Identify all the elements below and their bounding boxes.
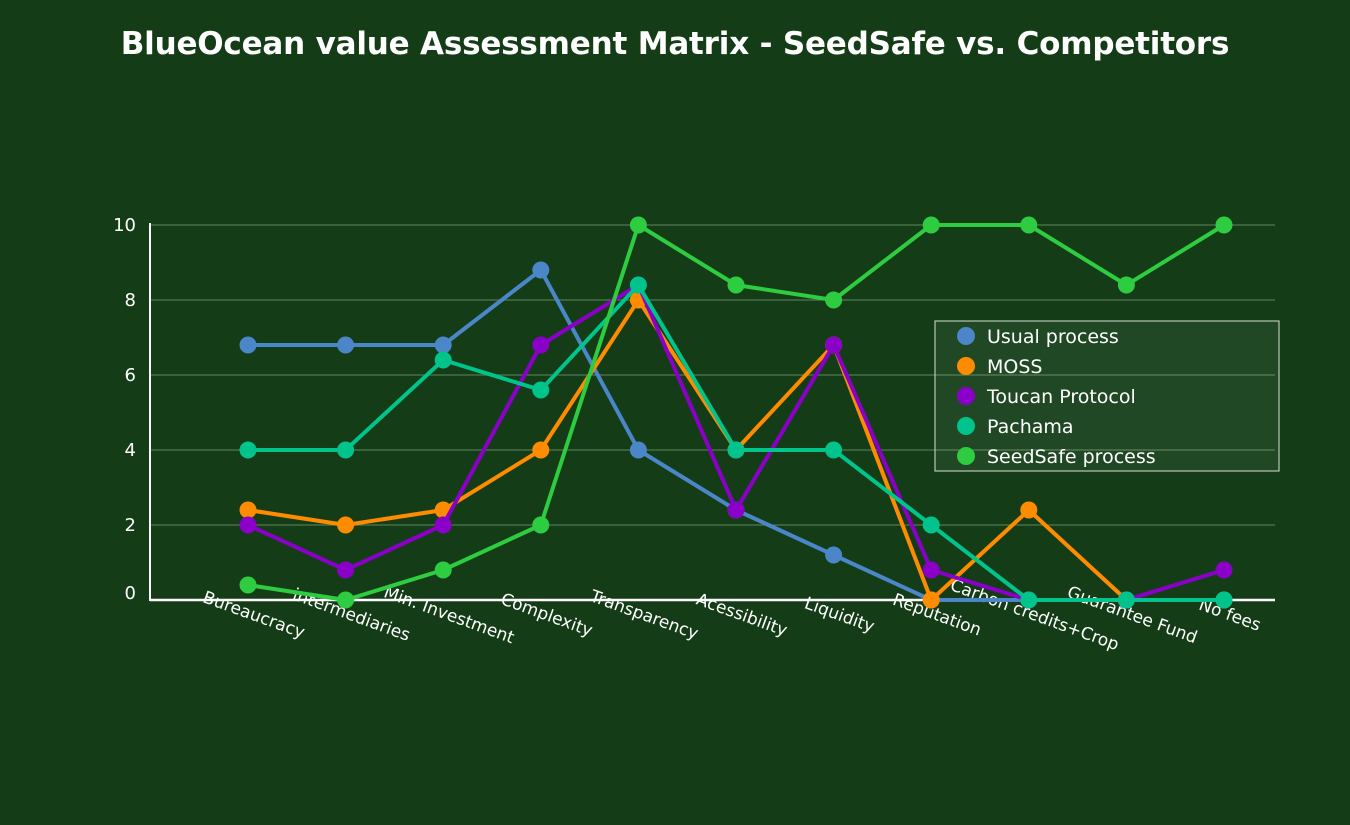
x-tick: Acessibility	[694, 590, 790, 641]
data-point	[532, 261, 550, 279]
data-point	[727, 441, 745, 459]
y-tick-label: 4	[125, 440, 136, 461]
data-point	[629, 276, 647, 294]
x-tick-label: Carbon credits+Crop	[947, 575, 1121, 655]
x-tick: Transparency	[586, 586, 700, 644]
data-point	[922, 561, 940, 579]
data-point	[825, 546, 843, 564]
legend-marker	[957, 327, 975, 345]
data-point	[1117, 591, 1135, 609]
data-point	[727, 501, 745, 519]
x-tick: Carbon credits+Crop	[947, 575, 1121, 655]
legend-item: MOSS	[957, 356, 1042, 378]
x-tick-label: Transparency	[586, 586, 700, 644]
legend-item: Usual process	[957, 326, 1119, 348]
data-point	[532, 516, 550, 534]
data-point	[532, 381, 550, 399]
data-point	[825, 291, 843, 309]
data-point	[239, 501, 257, 519]
series-lines	[239, 216, 1233, 609]
y-tick-labels: 0 2 4 6 8 10	[113, 215, 136, 604]
data-point	[1215, 561, 1233, 579]
legend-item: SeedSafe process	[957, 446, 1156, 468]
data-point	[1020, 216, 1038, 234]
legend-marker	[957, 447, 975, 465]
data-point	[434, 516, 452, 534]
y-tick-label: 10	[113, 215, 136, 236]
legend-marker	[957, 417, 975, 435]
data-point	[337, 516, 355, 534]
y-tick-label: 6	[125, 365, 136, 386]
legend-label: SeedSafe process	[987, 446, 1156, 468]
data-point	[337, 591, 355, 609]
legend-marker	[957, 387, 975, 405]
data-point	[434, 336, 452, 354]
legend: Usual process MOSS Toucan Protocol Pachama S…	[934, 320, 1280, 472]
legend-label: Toucan Protocol	[986, 386, 1136, 408]
data-point	[1215, 591, 1233, 609]
data-point	[239, 576, 257, 594]
data-point	[434, 561, 452, 579]
data-point	[239, 441, 257, 459]
data-point	[825, 441, 843, 459]
data-point	[337, 441, 355, 459]
data-point	[629, 216, 647, 234]
legend-label: Usual process	[987, 326, 1119, 348]
chart-title: BlueOcean value Assessment Matrix - Seed…	[120, 26, 1230, 62]
data-point	[532, 441, 550, 459]
data-point	[434, 351, 452, 369]
data-point	[1020, 501, 1038, 519]
data-point	[239, 336, 257, 354]
data-point	[922, 591, 940, 609]
x-tick-label: Acessibility	[694, 590, 790, 641]
data-point	[532, 336, 550, 354]
x-tick-label: Bureaucracy	[200, 588, 307, 643]
data-point	[727, 276, 745, 294]
data-point	[629, 441, 647, 459]
data-point	[922, 516, 940, 534]
data-point	[1020, 591, 1038, 609]
series-seedsafe-process	[239, 216, 1233, 609]
y-tick-label: 8	[125, 290, 136, 311]
series-pachama	[239, 276, 1233, 609]
x-tick: Bureaucracy	[200, 588, 307, 643]
legend-item: Pachama	[957, 416, 1074, 438]
legend-box	[934, 320, 1280, 472]
data-point	[337, 336, 355, 354]
y-tick-label: 2	[125, 515, 136, 536]
data-point	[825, 336, 843, 354]
legend-marker	[957, 357, 975, 375]
legend-label: MOSS	[987, 356, 1042, 378]
data-point	[239, 516, 257, 534]
data-point	[922, 216, 940, 234]
data-point	[337, 561, 355, 579]
legend-item: Toucan Protocol	[957, 386, 1136, 408]
y-tick-label: 0	[125, 583, 136, 604]
data-point	[1117, 276, 1135, 294]
data-point	[1215, 216, 1233, 234]
legend-label: Pachama	[987, 416, 1074, 438]
